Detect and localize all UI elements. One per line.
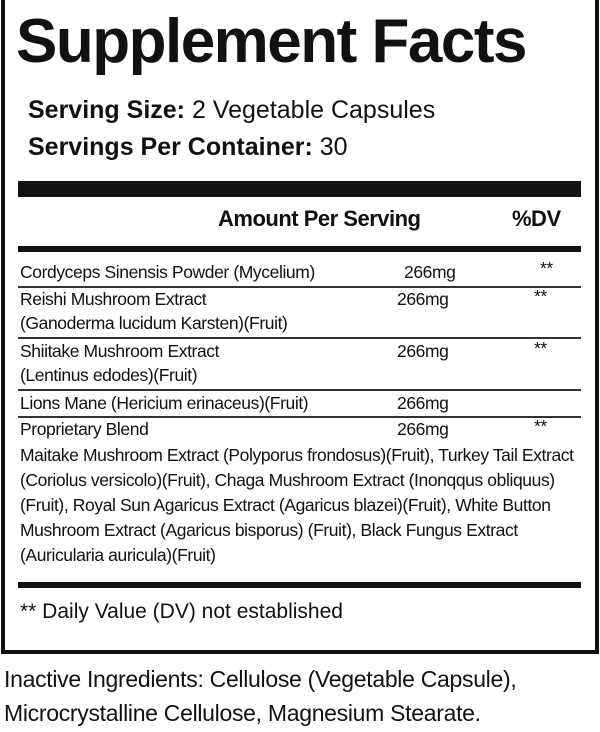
header-divider bbox=[18, 246, 581, 252]
ingredient-name: Proprietary Blend bbox=[20, 419, 149, 439]
row-divider bbox=[18, 389, 581, 391]
row-divider bbox=[18, 416, 581, 418]
panel-title: Supplement Facts bbox=[16, 7, 528, 76]
ingredient-amount: 266mg bbox=[404, 262, 456, 282]
serving-size-label: Serving Size: bbox=[28, 96, 185, 124]
row-divider bbox=[18, 286, 581, 288]
servings-per-container: Servings Per Container: 30 bbox=[28, 133, 348, 162]
bottom-divider bbox=[18, 582, 581, 588]
ingredient-dv: ** bbox=[534, 286, 547, 306]
ingredient-source: (Lentinus edodes)(Fruit) bbox=[20, 365, 198, 385]
ingredient-amount: 266mg bbox=[397, 393, 449, 413]
supplement-facts-panel bbox=[1, 0, 599, 654]
dv-header: %DV bbox=[512, 206, 561, 231]
ingredient-dv: ** bbox=[534, 338, 547, 358]
servings-per-container-value: 30 bbox=[319, 133, 348, 161]
amount-header: Amount Per Serving bbox=[218, 206, 421, 231]
ingredient-source: (Ganoderma lucidum Karsten)(Fruit) bbox=[20, 313, 288, 333]
serving-size: Serving Size: 2 Vegetable Capsules bbox=[28, 96, 435, 125]
ingredient-amount: 266mg bbox=[397, 289, 449, 309]
inactive-ingredients: Inactive Ingredients: Cellulose (Vegetab… bbox=[4, 666, 517, 726]
ingredient-amount: 266mg bbox=[397, 341, 449, 361]
ingredient-dv: ** bbox=[540, 258, 553, 278]
ingredient-name: Shiitake Mushroom Extract bbox=[20, 341, 220, 361]
serving-size-value: 2 Vegetable Capsules bbox=[191, 96, 436, 124]
proprietary-blend-ingredients: Maitake Mushroom Extract (Polyporus fron… bbox=[20, 445, 574, 565]
ingredient-amount: 266mg bbox=[397, 419, 449, 439]
servings-per-container-label: Servings Per Container: bbox=[28, 133, 313, 161]
ingredient-name: Reishi Mushroom Extract bbox=[20, 289, 207, 309]
thick-divider bbox=[18, 181, 581, 197]
footnote: ** Daily Value (DV) not established bbox=[20, 600, 343, 623]
row-divider bbox=[18, 337, 581, 339]
ingredient-name: Cordyceps Sinensis Powder (Mycelium) bbox=[20, 262, 315, 282]
ingredient-name: Lions Mane (Hericium erinaceus)(Fruit) bbox=[20, 393, 309, 413]
ingredient-dv: ** bbox=[534, 416, 547, 436]
